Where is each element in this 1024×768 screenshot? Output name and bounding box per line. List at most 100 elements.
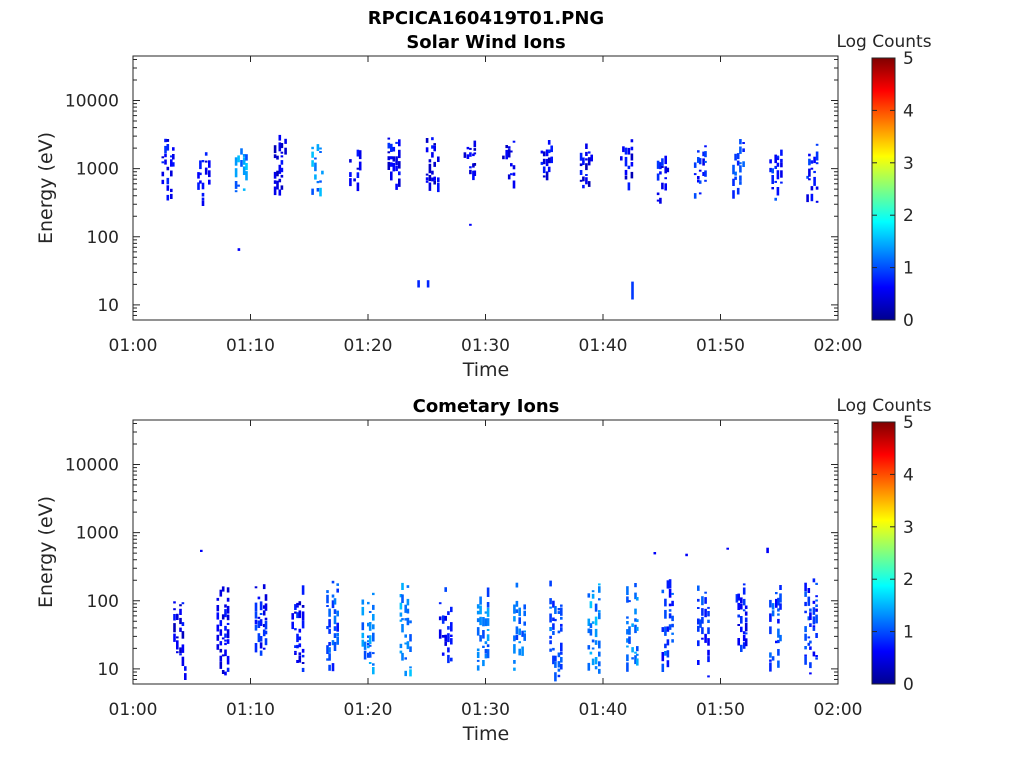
heatmap-cell xyxy=(356,149,360,157)
heatmap-cell xyxy=(809,612,812,620)
heatmap-cell xyxy=(774,197,777,201)
heatmap-cell xyxy=(257,620,261,628)
heatmap-cell xyxy=(775,592,778,595)
heatmap-cell xyxy=(472,153,475,157)
heatmap-cell xyxy=(179,608,182,615)
heatmap-cell xyxy=(466,146,470,150)
heatmap-cell xyxy=(550,156,553,164)
heatmap-cell xyxy=(219,629,223,636)
heatmap-cell xyxy=(560,623,563,627)
y-axis-label-solar-wind: Energy (eV) xyxy=(35,132,57,244)
heatmap-cell xyxy=(276,170,279,177)
heatmap-cell xyxy=(744,617,748,623)
heatmap-cell xyxy=(622,146,625,153)
heatmap-cell xyxy=(486,608,490,617)
axes-cometary: 01:00 01:10 01:20 01:30 01:40 01:50 02:00 10 100… xyxy=(65,420,863,720)
heatmap-cell xyxy=(707,619,710,623)
heatmap-cell xyxy=(409,666,412,669)
heatmap-cell xyxy=(666,650,670,658)
figure-title: RPCICA160419T01.PNG xyxy=(368,8,604,29)
heatmap-cell xyxy=(659,162,662,170)
heatmap-cell xyxy=(704,151,707,158)
heatmap-cell xyxy=(664,651,667,656)
heatmap-cell xyxy=(627,147,631,155)
heatmap-cell xyxy=(734,171,737,176)
heatmap-cell xyxy=(224,625,227,631)
heatmap-cell xyxy=(221,670,225,674)
heatmap-cell xyxy=(484,649,488,654)
heatmap-cell xyxy=(166,194,170,201)
heatmap-cell xyxy=(181,656,185,666)
heatmap-cell xyxy=(804,610,807,614)
heatmap-cell xyxy=(734,176,737,180)
heatmap-cell xyxy=(406,617,410,626)
heatmap-cell xyxy=(368,635,372,644)
heatmap-cell xyxy=(273,145,277,154)
heatmap-cell xyxy=(311,188,314,195)
heatmap-cell xyxy=(372,614,375,621)
heatmap-cell xyxy=(431,170,434,175)
heatmap-cell xyxy=(699,619,702,628)
heatmap-cell xyxy=(740,616,743,624)
heatmap-cell xyxy=(507,149,511,158)
heatmap-cell xyxy=(276,180,279,190)
heatmap-cell xyxy=(473,170,477,176)
heatmap-cell xyxy=(372,624,375,630)
heatmap-cell xyxy=(594,657,598,665)
heatmap-cell xyxy=(387,151,391,154)
heatmap-cell xyxy=(301,667,305,672)
heatmap-cell xyxy=(181,631,185,639)
heatmap-cell xyxy=(774,154,777,164)
heatmap-cell xyxy=(557,608,561,611)
heatmap-cell xyxy=(166,144,170,151)
heatmap-cell xyxy=(387,156,391,161)
heatmap-cell xyxy=(587,662,591,671)
heatmap-cell xyxy=(242,166,246,175)
heatmap-cell xyxy=(771,175,774,184)
heatmap-cell xyxy=(807,588,811,593)
heatmap-cell xyxy=(278,189,282,196)
heatmap-cell xyxy=(173,633,176,642)
heatmap-cell xyxy=(476,665,480,671)
heatmap-cell xyxy=(777,660,780,668)
panel-cometary-ions: Cometary Ions 01:00 01:10 01:20 01:30 01:40 0… xyxy=(35,396,863,745)
heatmap-cell xyxy=(224,639,227,642)
heatmap-cell xyxy=(294,645,297,648)
heatmap-cell xyxy=(736,153,740,160)
heatmap-cell xyxy=(486,618,490,626)
heatmap-cell xyxy=(804,582,807,591)
x-tick-label: 01:00 xyxy=(109,336,158,356)
heatmap-cell xyxy=(336,622,339,632)
heatmap-cell xyxy=(242,154,246,157)
heatmap-cell xyxy=(779,603,782,610)
heatmap-cell xyxy=(545,158,549,167)
heatmap-cell xyxy=(505,145,508,149)
heatmap-cell xyxy=(804,601,807,607)
heatmap-cell xyxy=(512,180,516,189)
heatmap-cell xyxy=(807,616,811,621)
heatmap-cell xyxy=(208,170,211,178)
heatmap-cell xyxy=(671,632,674,635)
heatmap-cell xyxy=(582,176,585,182)
heatmap-cell xyxy=(557,668,561,672)
heatmap-cell xyxy=(486,587,490,597)
heatmap-cell xyxy=(671,639,674,643)
heatmap-cell xyxy=(296,605,299,608)
heatmap-cell xyxy=(545,149,549,157)
heatmap-cell xyxy=(431,152,434,158)
heatmap-cell xyxy=(587,645,591,650)
heatmap-cell xyxy=(627,165,631,170)
heatmap-cell xyxy=(311,160,314,167)
heatmap-cell xyxy=(444,615,447,621)
heatmap-cell xyxy=(166,166,170,171)
y-tick-label: 100 xyxy=(87,592,119,612)
heatmap-cell xyxy=(294,653,297,655)
heatmap-cell xyxy=(417,280,420,288)
heatmap-cell xyxy=(179,604,182,607)
heatmap-cell xyxy=(704,597,707,604)
heatmap-cells-solar-wind xyxy=(161,134,819,300)
heatmap-cell xyxy=(264,620,268,630)
heatmap-cell xyxy=(176,636,179,639)
heatmap-cell xyxy=(398,161,401,169)
